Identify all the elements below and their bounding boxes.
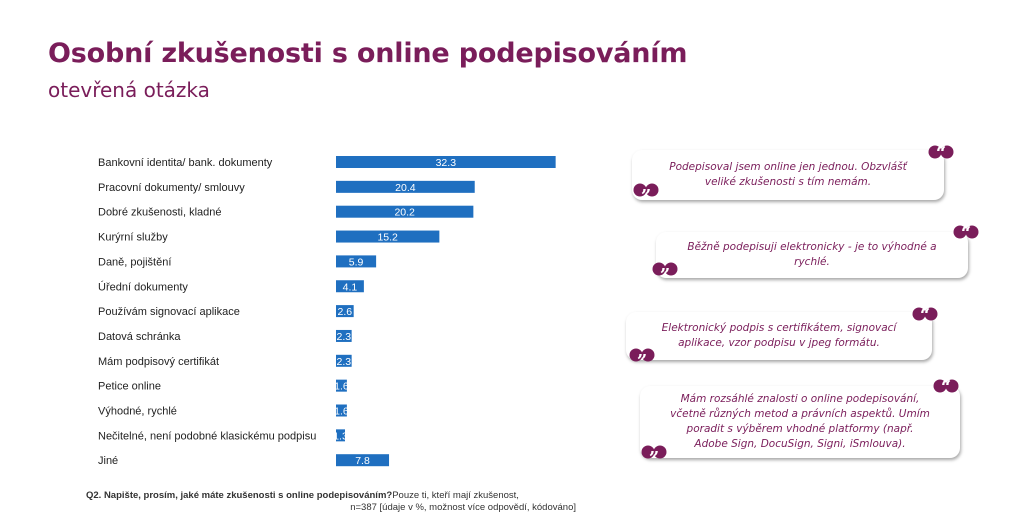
value-label: 5.9 [349,256,364,268]
footnote-filter: Pouze ti, kteří mají zkušenost, [392,490,519,501]
category-label: Bankovní identita/ bank. dokumenty [98,157,273,169]
page-subtitle: otevřená otázka [48,78,210,102]
quote-card: Elektronický podpis s certifikátem, sign… [626,312,932,360]
quote-card: Mám rozsáhlé znalosti o online podepisov… [640,386,960,458]
value-label: 2.3 [337,331,352,343]
svg-text:“: “ [936,143,946,164]
open-quote-icon: “ [933,377,959,398]
category-label: Výhodné, rychlé [98,406,177,418]
category-label: Úřední dokumenty [98,280,188,293]
svg-text:“: “ [961,223,971,244]
category-label: Pracovní dokumenty/ smlouvy [98,182,245,194]
svg-text:”: ” [637,351,647,367]
value-label: 32.3 [436,157,457,169]
value-label: 20.4 [395,182,416,194]
bar [336,404,347,417]
bar [336,354,352,367]
close-quote-icon: ” [641,445,667,464]
value-label: 7.8 [355,455,370,467]
bar [336,230,440,243]
page-title: Osobní zkušenosti s online podepisováním [48,38,688,69]
bar-chart: Bankovní identita/ bank. dokumenty 32.3 Pr… [98,156,556,467]
category-label: Nečitelné, není podobné klasickému podpi… [98,430,316,442]
category-label: Kurýrní služby [98,232,168,244]
bar [336,305,354,318]
svg-text:”: ” [649,448,659,464]
category-label: Petice online [98,381,161,393]
open-quote-icon: “ [928,143,954,164]
svg-text:“: “ [941,377,951,398]
category-label: Používám signovací aplikace [98,306,240,318]
open-quote-icon: “ [953,223,979,244]
value-label: 15.2 [377,232,398,244]
category-label: Datová schránka [98,331,181,343]
value-label: 1.6 [334,381,349,393]
quote-text: Podepisoval jsem online jen jednou. Obzv… [669,161,907,188]
footnote-question: Q2. Napište, prosím, jaké máte zkušenost… [86,490,393,501]
bar [336,429,345,442]
category-label: Daně, pojištění [98,256,171,268]
bar [336,280,364,293]
svg-text:“: “ [920,305,930,326]
value-label: 1.3 [333,430,348,442]
bar [336,156,556,168]
quote-card: Běžně podepisuji elektronicky - je to vý… [656,232,968,278]
bar [336,454,390,467]
category-label: Mám podpisový certifikát [98,356,219,368]
quote-text: Elektronický podpis s certifikátem, sign… [661,322,897,349]
value-label: 2.6 [338,306,353,318]
close-quote-icon: ” [633,183,659,202]
bar [336,379,347,392]
value-label: 4.1 [343,281,358,293]
close-quote-icon: ” [629,348,655,367]
footnote: Q2. Napište, prosím, jaké máte zkušenost… [86,490,576,514]
svg-text:”: ” [641,186,651,202]
open-quote-icon: “ [912,305,938,326]
value-label: 20.2 [394,207,415,219]
svg-text:”: ” [660,265,670,281]
bar [336,255,377,268]
value-label: 2.3 [337,356,352,368]
category-label: Dobré zkušenosti, kladné [98,207,222,219]
quote-card: Podepisoval jsem online jen jednou. Obzv… [632,150,944,200]
quote-text: Běžně podepisuji elektronicky - je to vý… [687,241,937,268]
bar [336,180,475,193]
value-label: 1.6 [334,406,349,418]
category-label: Jiné [98,455,118,467]
bar [336,205,474,218]
close-quote-icon: ” [652,262,678,281]
bar [336,329,352,342]
quote-text: Mám rozsáhlé znalosti o online podepisov… [670,393,930,450]
footnote-base: n=387 [údaje v %, možnost více odpovědí,… [350,502,576,513]
